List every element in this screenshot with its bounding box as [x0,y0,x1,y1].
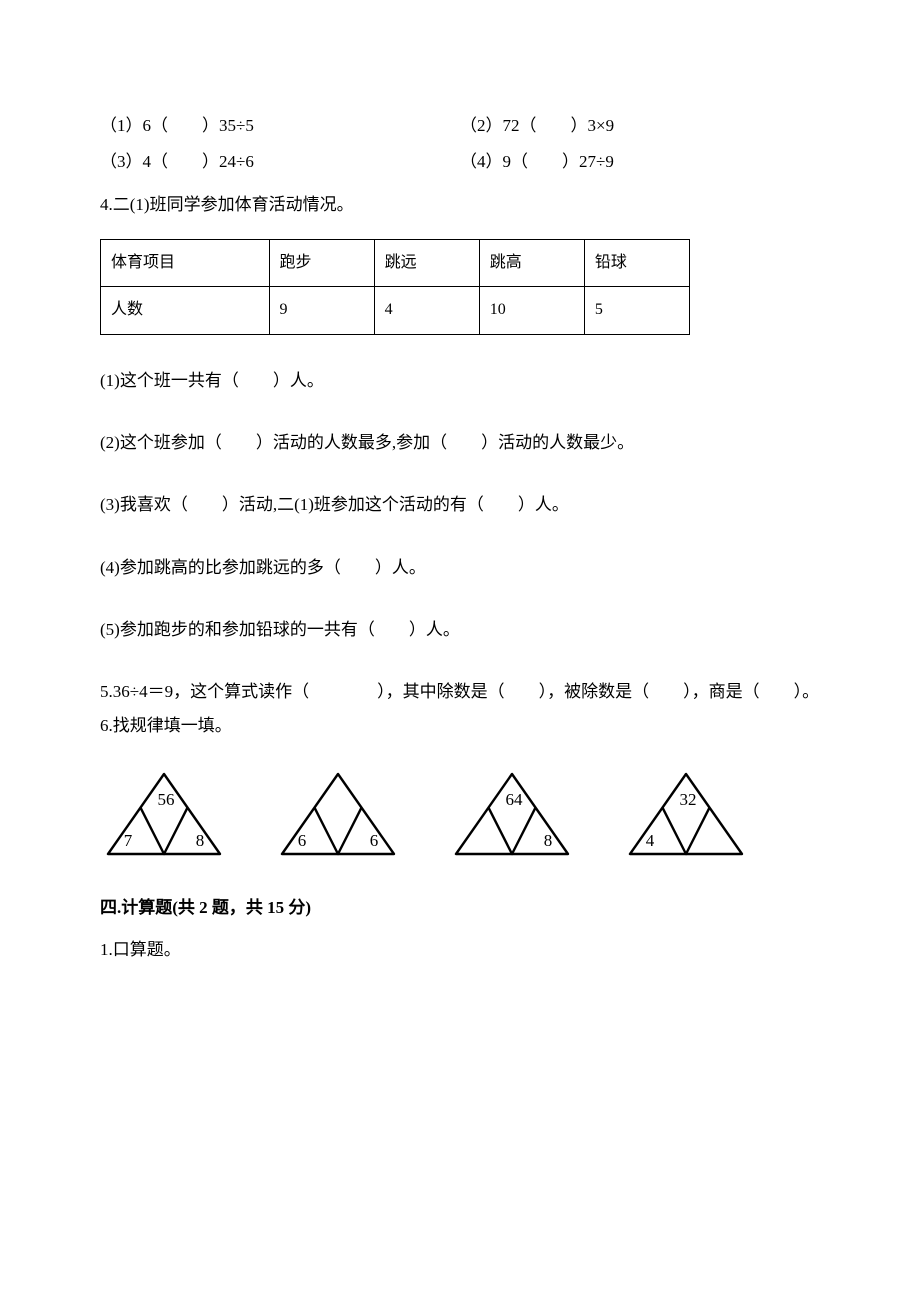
triangle-3: 64 8 [452,770,572,858]
val-shotput: 5 [584,287,689,334]
page: （1）6（ ）35÷5 （2）72（ ）3×9 （3）4（ ）24÷6 （4）9… [0,0,920,1302]
triangle-row: 567866648324 [104,770,820,858]
th-running: 跑步 [269,239,374,286]
th-shotput: 铅球 [584,239,689,286]
val-running: 9 [269,287,374,334]
svg-text:64: 64 [506,790,524,809]
svg-text:32: 32 [680,790,697,809]
triangle-1: 56 7 8 [104,770,224,858]
section4-title: 四.计算题(共 2 题，共 15 分) [100,892,820,924]
q3-row2: （3）4（ ）24÷6 （4）9（ ）27÷9 [100,146,820,178]
q3-3: （3）4（ ）24÷6 [100,146,460,178]
q5-text: 5.36÷4＝9，这个算式读作（ ），其中除数是（ ），被除数是（ ），商是（ … [100,676,820,707]
svg-text:4: 4 [646,831,655,850]
svg-text:8: 8 [196,831,205,850]
q4-sub4: (4)参加跳高的比参加跳远的多（ ）人。 [100,552,820,584]
table-header-row: 体育项目 跑步 跳远 跳高 铅球 [101,239,690,286]
th-highjump: 跳高 [479,239,584,286]
table-data-row: 人数 9 4 10 5 [101,287,690,334]
q4-sub5: (5)参加跑步的和参加铅球的一共有（ ）人。 [100,614,820,646]
section4-q1: 1.口算题。 [100,934,820,966]
svg-text:6: 6 [370,831,379,850]
svg-text:7: 7 [124,831,133,850]
sports-table: 体育项目 跑步 跳远 跳高 铅球 人数 9 4 10 5 [100,239,690,335]
q6-intro: 6.找规律填一填。 [100,710,820,742]
q3-2: （2）72（ ）3×9 [460,110,820,142]
q4-sub1: (1)这个班一共有（ ）人。 [100,365,820,397]
val-highjump: 10 [479,287,584,334]
q4-sub2: (2)这个班参加（ ）活动的人数最多,参加（ ）活动的人数最少。 [100,427,820,459]
q4-intro: 4.二(1)班同学参加体育活动情况。 [100,189,820,221]
svg-text:6: 6 [298,831,307,850]
svg-text:56: 56 [158,790,175,809]
q3-1: （1）6（ ）35÷5 [100,110,460,142]
val-longjump: 4 [374,287,479,334]
q3-row1: （1）6（ ）35÷5 （2）72（ ）3×9 [100,110,820,142]
svg-text:8: 8 [544,831,553,850]
q4-sub3: (3)我喜欢（ ）活动,二(1)班参加这个活动的有（ ）人。 [100,489,820,521]
th-longjump: 跳远 [374,239,479,286]
row-label: 人数 [101,287,270,334]
th-label: 体育项目 [101,239,270,286]
triangle-4: 32 4 [626,770,746,858]
q3-4: （4）9（ ）27÷9 [460,146,820,178]
triangle-2: 66 [278,770,398,858]
